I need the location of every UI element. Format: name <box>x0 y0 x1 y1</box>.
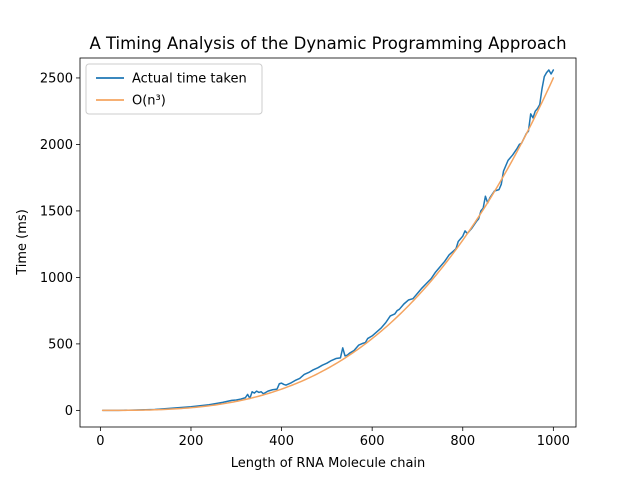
x-tick-label-3: 600 <box>360 434 385 449</box>
plot-area: 0 200 400 600 800 1000 0 500 1000 1500 2000 2500 Act… <box>40 57 577 449</box>
y-tick-label-3: 1500 <box>40 204 73 219</box>
legend-label-0: Actual time taken <box>132 72 247 87</box>
x-tick-label-0: 0 <box>96 434 104 449</box>
x-tick-label-2: 400 <box>269 434 294 449</box>
x-axis-label: Length of RNA Molecule chain <box>231 456 426 471</box>
y-axis-label: Time (ms) <box>15 209 30 276</box>
legend-label-1: O(n³) <box>132 94 166 109</box>
x-tick-label-5: 1000 <box>537 434 570 449</box>
series-line-1 <box>101 77 555 412</box>
plot-frame <box>79 57 577 428</box>
y-tick-label-0: 0 <box>65 404 73 419</box>
chart-title: A Timing Analysis of the Dynamic Program… <box>89 34 566 53</box>
x-tick-label-1: 200 <box>179 434 204 449</box>
series-line-0 <box>101 69 555 412</box>
legend-box <box>85 63 263 115</box>
y-tick-label-2: 1000 <box>40 271 73 286</box>
y-tick-label-1: 500 <box>48 337 73 352</box>
y-tick-label-4: 2000 <box>40 138 73 153</box>
y-tick-label-5: 2500 <box>40 71 73 86</box>
x-tick-label-4: 800 <box>450 434 475 449</box>
